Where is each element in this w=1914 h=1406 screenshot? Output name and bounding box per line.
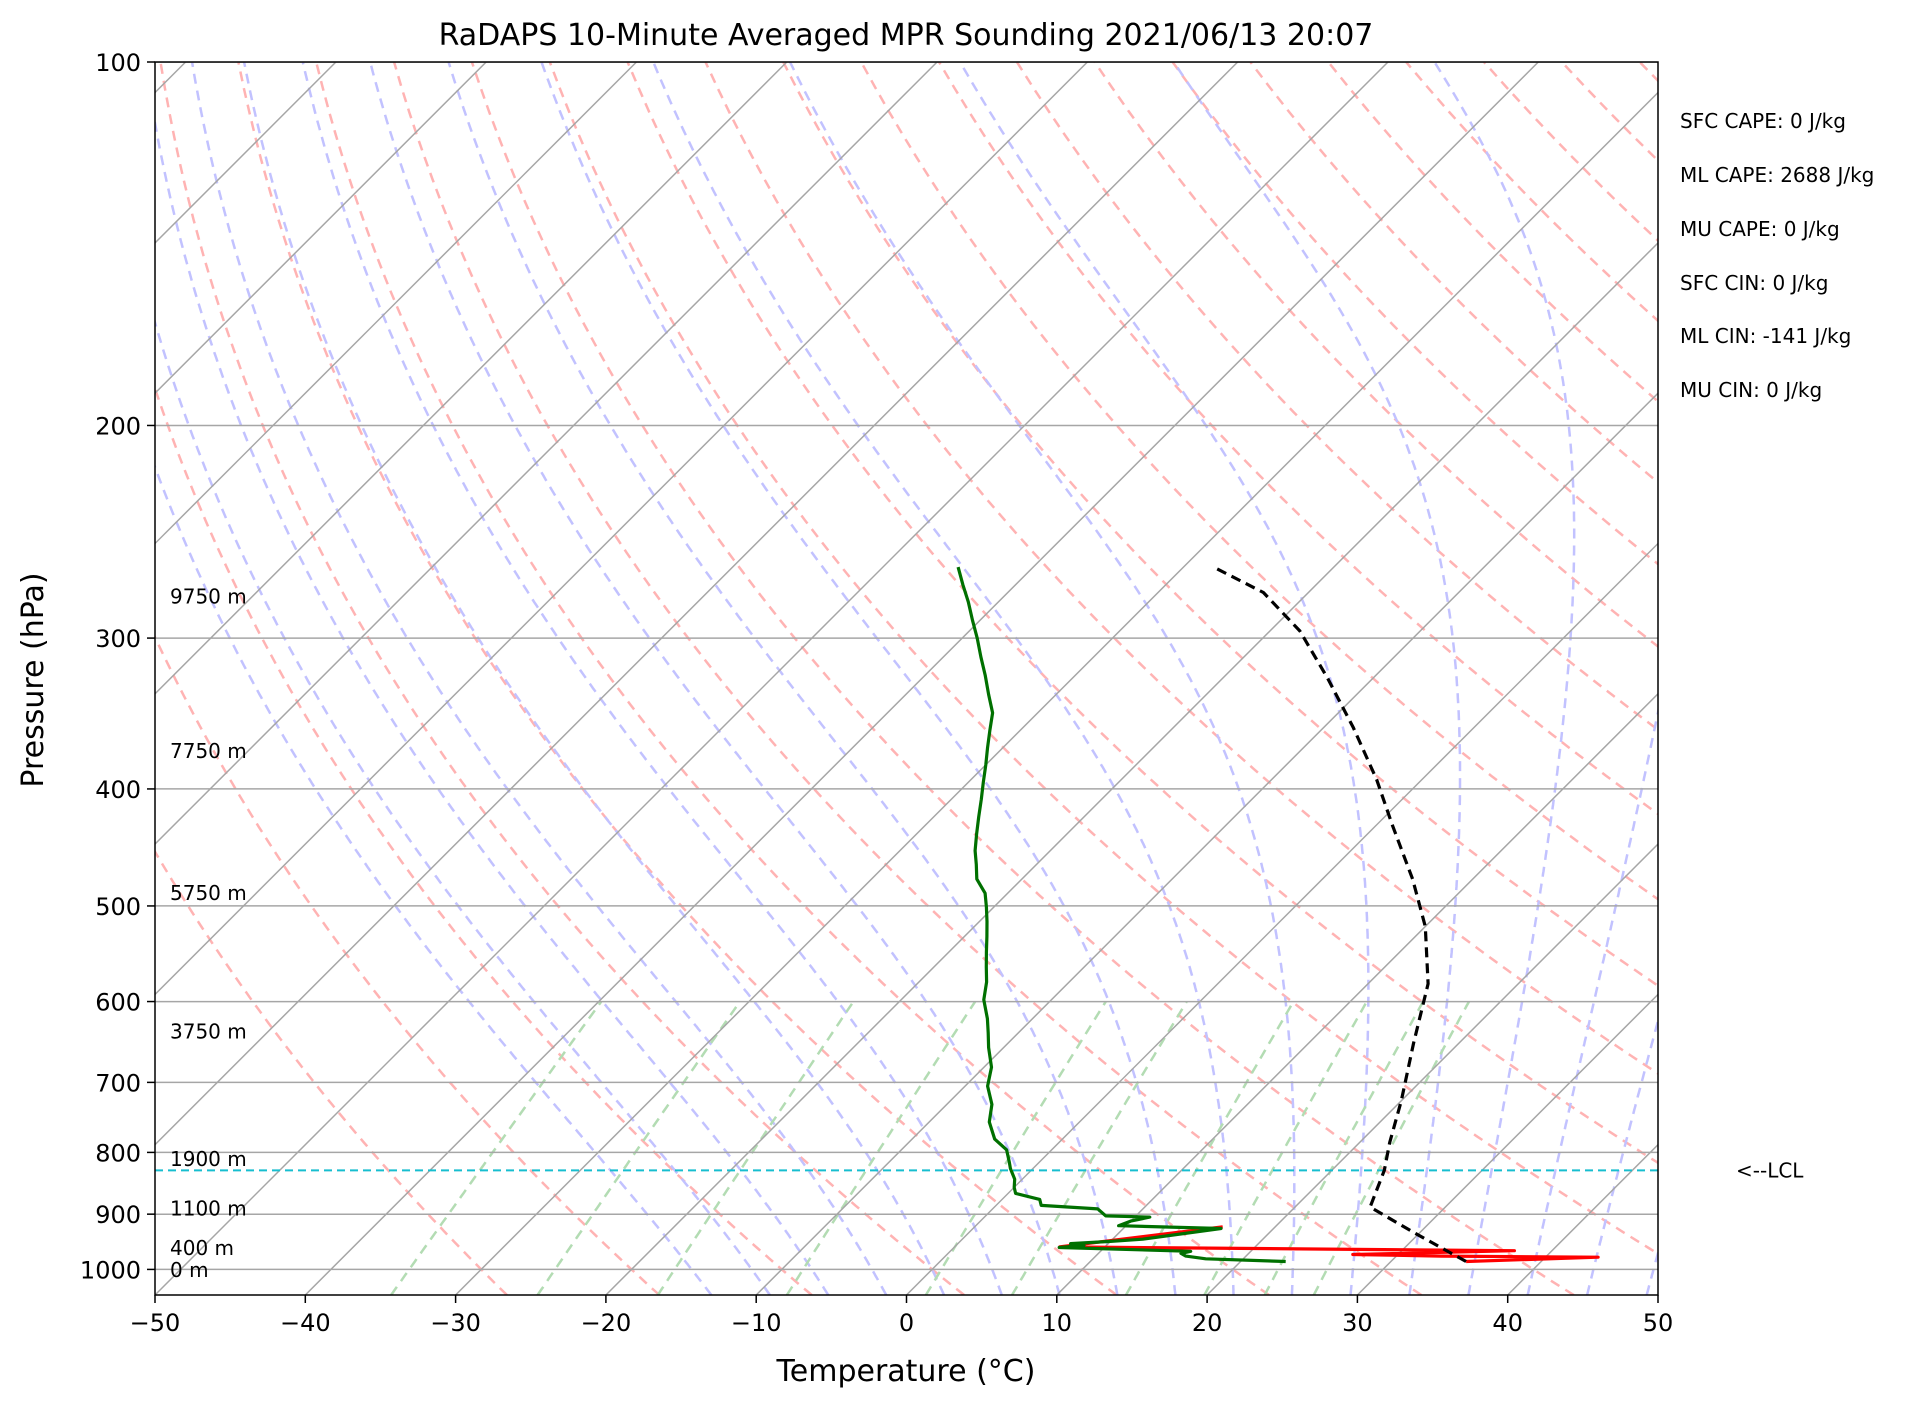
lcl-label: <--LCL xyxy=(1736,1158,1804,1182)
height-labels: 9750 m 7750 m 5750 m 3750 m 1900 m 1100 m 400 … xyxy=(170,584,247,1282)
moist-adiabat xyxy=(652,62,1235,1295)
isotherm xyxy=(1206,843,1658,1295)
dry-adiabat xyxy=(548,62,1658,1256)
mixing-ratio-line xyxy=(1124,1000,1295,1295)
dry-adiabat xyxy=(155,384,813,1295)
ml-cape-text: ML CAPE: 2688 J/kg xyxy=(1680,163,1874,187)
mu-cape-text: MU CAPE: 0 J/kg xyxy=(1680,217,1840,241)
height-label: 400 m xyxy=(170,1236,234,1260)
isotherm xyxy=(755,392,1658,1295)
x-tick-label: −30 xyxy=(430,1309,481,1337)
isotherm xyxy=(905,542,1658,1295)
moist-adiabat xyxy=(788,62,1296,1295)
x-tick-label: −50 xyxy=(130,1309,181,1337)
dry-adiabat xyxy=(155,634,661,1295)
y-tick-label: 600 xyxy=(95,989,141,1017)
y-tick-label: 800 xyxy=(95,1139,141,1167)
sfc-cin-text: SFC CIN: 0 J/kg xyxy=(1680,271,1828,295)
axis-ticks: −50 −40 −30 −20 −10 0 10 20 30 40 50 1000 900 800 700 6… xyxy=(80,49,1673,1337)
isotherm xyxy=(155,62,638,545)
x-tick-label: −40 xyxy=(280,1309,331,1337)
moist-adiabat xyxy=(540,62,1177,1295)
dry-adiabat xyxy=(314,62,1270,1295)
dry-adiabat xyxy=(237,62,1118,1295)
isotherm xyxy=(1356,993,1658,1295)
isotherm xyxy=(155,62,1239,1146)
dewpoint-line xyxy=(956,566,1286,1264)
data-lines xyxy=(155,565,1658,1264)
isotherm xyxy=(155,62,1088,996)
moist-adiabat xyxy=(155,463,713,1295)
stats-panel: SFC CAPE: 0 J/kg ML CAPE: 2688 J/kg MU C… xyxy=(1680,109,1874,402)
height-label: 1900 m xyxy=(170,1147,247,1171)
sfc-cape-text: SFC CAPE: 0 J/kg xyxy=(1680,109,1846,133)
dry-adiabat xyxy=(782,62,1658,988)
moist-adiabat xyxy=(190,62,888,1295)
isotherm xyxy=(155,62,487,395)
x-tick-label: 0 xyxy=(899,1309,914,1337)
isotherm xyxy=(1056,692,1658,1295)
isotherm xyxy=(155,62,938,846)
dry-adiabat xyxy=(704,62,1658,1075)
y-tick-label: 1000 xyxy=(80,1256,141,1284)
moist-adiabat xyxy=(155,318,771,1295)
x-tick-label: 10 xyxy=(1042,1309,1073,1337)
mixing-ratio-line xyxy=(785,1000,977,1295)
x-tick-label: 30 xyxy=(1342,1309,1373,1337)
x-tick-label: 20 xyxy=(1192,1309,1223,1337)
dry-adiabat xyxy=(937,62,1658,816)
height-label: 5750 m xyxy=(170,881,247,905)
y-axis-label: Pressure (hPa) xyxy=(16,572,51,787)
moist-adiabat xyxy=(1585,1016,1658,1295)
dry-adiabat xyxy=(470,62,1575,1295)
height-label: 3750 m xyxy=(170,1019,247,1043)
x-tick-label: 50 xyxy=(1643,1309,1674,1337)
mixing-ratio-line xyxy=(656,1000,855,1295)
height-label: 1100 m xyxy=(170,1196,247,1220)
y-tick-label: 700 xyxy=(95,1069,141,1097)
x-tick-label: −20 xyxy=(581,1309,632,1337)
parcel-line xyxy=(1212,565,1467,1263)
dry-adiabat xyxy=(1093,62,1658,649)
moist-adiabat xyxy=(155,116,830,1295)
mixing-ratio-line xyxy=(1312,1000,1471,1295)
background-lines xyxy=(155,62,1658,1295)
moist-adiabat xyxy=(368,62,1061,1295)
moist-adiabat xyxy=(1526,705,1658,1295)
ml-cin-text: ML CIN: -141 J/kg xyxy=(1680,324,1851,348)
mixing-ratio-line xyxy=(1263,1000,1425,1295)
isotherm xyxy=(155,62,1389,1295)
isotherm xyxy=(455,91,1658,1295)
x-axis-label: Temperature (°C) xyxy=(776,1354,1036,1389)
moist-adiabat xyxy=(958,62,1370,1295)
y-tick-label: 200 xyxy=(95,412,141,440)
chart-title: RaDAPS 10-Minute Averaged MPR Sounding 2… xyxy=(439,18,1374,53)
dry-adiabat xyxy=(626,62,1658,1165)
isotherm xyxy=(155,62,788,695)
y-tick-label: 300 xyxy=(95,625,141,653)
moist-adiabat xyxy=(242,62,946,1295)
mixing-ratio-line xyxy=(1203,1000,1368,1295)
moist-adiabat xyxy=(301,62,1003,1295)
y-tick-label: 500 xyxy=(95,893,141,921)
isotherm xyxy=(304,62,1539,1295)
moist-adiabat xyxy=(1433,62,1576,1295)
y-tick-label: 400 xyxy=(95,776,141,804)
x-tick-label: 40 xyxy=(1492,1309,1523,1337)
isotherm xyxy=(605,241,1658,1295)
dry-adiabat xyxy=(155,849,508,1295)
mixing-ratio-line xyxy=(390,1000,603,1295)
moist-adiabat xyxy=(1172,62,1462,1295)
height-label: 7750 m xyxy=(170,739,247,763)
y-tick-label: 100 xyxy=(95,49,141,77)
height-label: 9750 m xyxy=(170,584,247,608)
height-label: 0 m xyxy=(170,1258,209,1282)
x-tick-label: −10 xyxy=(731,1309,782,1337)
mu-cin-text: MU CIN: 0 J/kg xyxy=(1680,378,1822,402)
mixing-ratio-line xyxy=(536,1000,741,1295)
y-tick-label: 900 xyxy=(95,1201,141,1229)
